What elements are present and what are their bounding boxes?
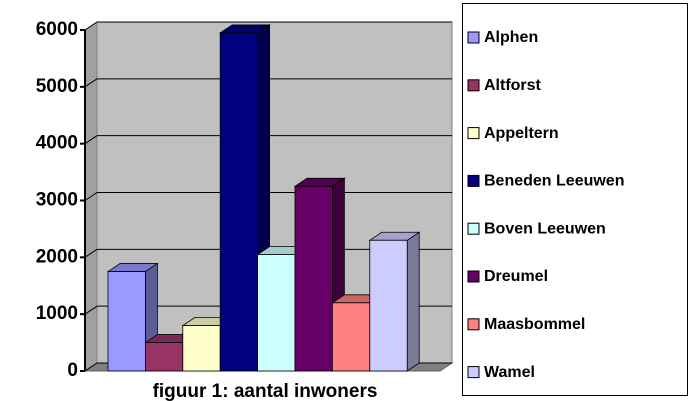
grid-line-side bbox=[84, 248, 98, 258]
legend-swatch bbox=[467, 366, 480, 379]
y-tick-label: 1000 bbox=[36, 303, 78, 324]
y-tick-label: 6000 bbox=[36, 19, 78, 40]
grid-line-side bbox=[84, 78, 98, 88]
legend-swatch bbox=[467, 127, 480, 140]
bar bbox=[331, 302, 371, 372]
legend-swatch bbox=[467, 174, 480, 187]
y-tick-label: 5000 bbox=[36, 76, 78, 97]
legend-label: Beneden Leeuwen bbox=[484, 173, 624, 190]
grid-line-side bbox=[84, 362, 98, 372]
legend-swatch bbox=[467, 79, 480, 92]
grid-line-side bbox=[84, 192, 98, 201]
y-tick-label: 2000 bbox=[36, 246, 78, 267]
legend-swatch bbox=[467, 31, 480, 44]
chart-title: figuur 1: aantal inwoners bbox=[153, 381, 378, 401]
grid-line-side bbox=[84, 305, 98, 315]
y-tick-label: 3000 bbox=[36, 190, 78, 211]
legend-label: Dreumel bbox=[484, 268, 548, 285]
bar bbox=[219, 32, 258, 372]
legend-label: Alphen bbox=[484, 29, 538, 46]
grid-line-side bbox=[84, 21, 98, 31]
y-tick-label: 4000 bbox=[36, 133, 78, 154]
bar bbox=[369, 239, 408, 372]
legend-swatch bbox=[467, 318, 480, 331]
legend-label: Wamel bbox=[484, 364, 535, 381]
legend-swatch bbox=[467, 270, 480, 283]
bar bbox=[182, 325, 221, 372]
legend-label: Altforst bbox=[484, 77, 542, 94]
legend-box bbox=[462, 3, 688, 396]
y-tick-label: 0 bbox=[67, 360, 78, 381]
legend-label: Boven Leeuwen bbox=[484, 220, 606, 237]
legend-swatch bbox=[467, 222, 480, 235]
legend-label: Maasbommel bbox=[484, 316, 585, 333]
legend-label: Appeltern bbox=[484, 125, 559, 142]
bar-side bbox=[406, 231, 420, 372]
bar bbox=[257, 254, 296, 372]
bar bbox=[107, 271, 146, 372]
grid-line-side bbox=[84, 135, 98, 145]
bar bbox=[294, 185, 333, 372]
bar bbox=[144, 342, 184, 372]
